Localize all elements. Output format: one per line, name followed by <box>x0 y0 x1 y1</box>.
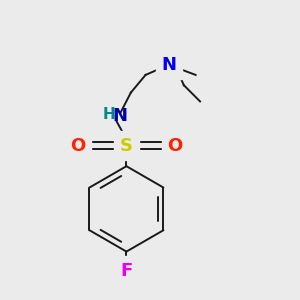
Text: F: F <box>120 262 133 280</box>
Text: O: O <box>70 136 85 154</box>
Text: N: N <box>162 56 177 74</box>
Text: S: S <box>120 136 133 154</box>
Text: O: O <box>167 136 183 154</box>
Text: H: H <box>102 107 115 122</box>
Text: N: N <box>112 107 127 125</box>
